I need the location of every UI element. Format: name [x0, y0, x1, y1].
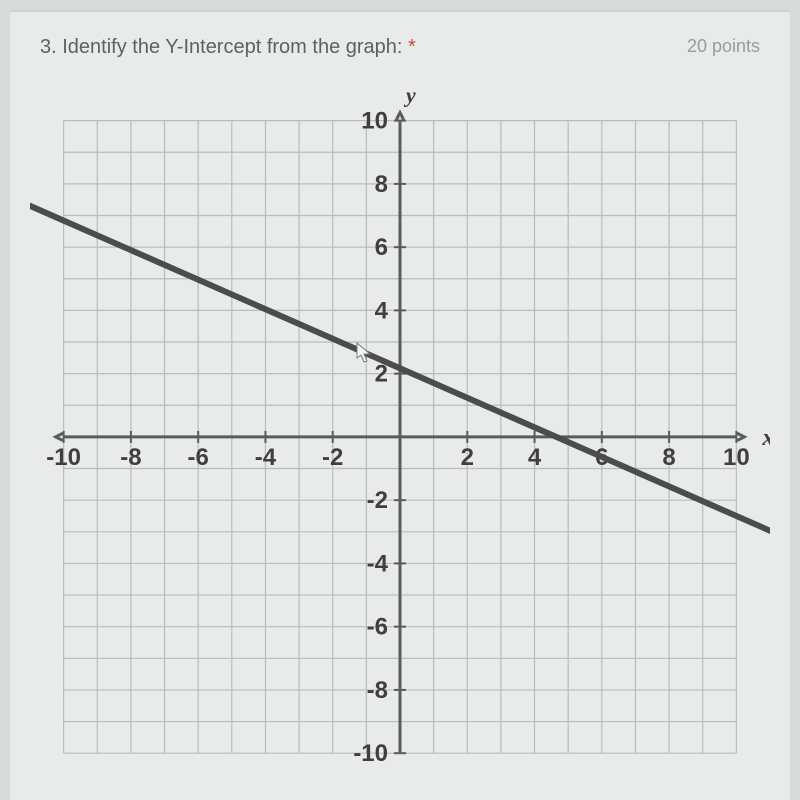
svg-text:y: y: [403, 89, 416, 108]
svg-text:10: 10: [723, 444, 750, 471]
svg-text:8: 8: [375, 171, 388, 198]
points-label: 20 points: [687, 36, 760, 57]
svg-text:2: 2: [461, 444, 474, 471]
required-marker: *: [408, 36, 416, 58]
svg-text:-6: -6: [367, 614, 388, 641]
worksheet-paper: 3. Identify the Y-Intercept from the gra…: [10, 10, 790, 800]
coordinate-graph: -10-8-6-4-2246810108642-2-4-6-8-10yx: [30, 89, 770, 769]
svg-text:10: 10: [361, 108, 388, 135]
svg-text:4: 4: [528, 444, 542, 471]
svg-text:-8: -8: [367, 677, 388, 704]
svg-text:-6: -6: [188, 444, 209, 471]
svg-text:-4: -4: [255, 444, 277, 471]
svg-text:-4: -4: [367, 550, 389, 577]
svg-text:-2: -2: [322, 444, 343, 471]
svg-text:-2: -2: [367, 487, 388, 514]
svg-text:-10: -10: [353, 740, 388, 767]
svg-text:8: 8: [662, 444, 675, 471]
svg-text:x: x: [761, 425, 770, 451]
svg-text:6: 6: [375, 234, 388, 261]
svg-text:-8: -8: [120, 444, 141, 471]
svg-text:4: 4: [375, 297, 389, 324]
question-header: 3. Identify the Y-Intercept from the gra…: [10, 12, 790, 69]
graph-container: -10-8-6-4-2246810108642-2-4-6-8-10yx: [30, 89, 770, 769]
question-number: 3.: [40, 36, 57, 58]
question-text-row: 3. Identify the Y-Intercept from the gra…: [40, 36, 416, 59]
svg-text:-10: -10: [46, 444, 81, 471]
question-text: Identify the Y-Intercept from the graph:: [62, 36, 402, 58]
